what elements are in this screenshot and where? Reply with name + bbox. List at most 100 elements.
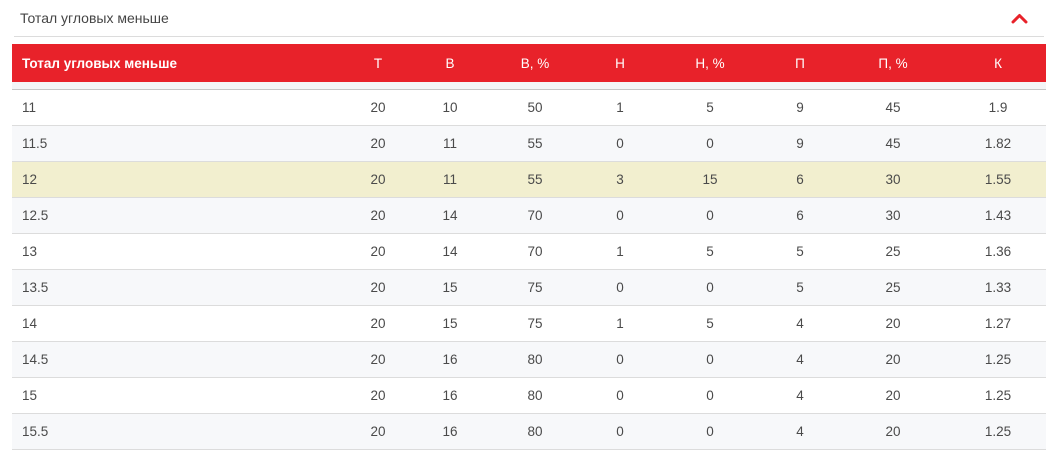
header-cell-p_pct: П, % [878,55,908,71]
cell-n_pct: 15 [702,172,718,187]
cell-v: 15 [442,316,458,331]
header-cell-v: В [445,55,455,71]
stats-table: Тотал угловых меньше Т В В, % Н Н, % П П, % К 11… [12,44,1046,450]
cell-v_pct: 80 [527,388,543,403]
cell-p_pct: 25 [885,280,901,295]
cell-v: 11 [442,136,457,151]
cell-p: 5 [796,280,804,295]
header-cell-n_pct: Н, % [695,55,725,71]
cell-v: 16 [442,352,458,367]
cell-n_pct: 5 [706,316,714,331]
cell-n: 1 [616,100,624,115]
cell-k: 1.43 [984,208,1012,223]
divider [14,36,1044,37]
cell-p_pct: 25 [885,244,901,259]
cell-p: 4 [796,352,804,367]
cell-v: 14 [442,244,458,259]
table-row[interactable]: 13 20 14 70 1 5 5 25 1.36 [12,234,1046,270]
cell-n: 0 [616,388,624,403]
cell-v: 15 [442,280,458,295]
header-cell-t: Т [373,55,383,71]
cell-v_pct: 70 [527,244,543,259]
cell-v: 14 [442,208,458,223]
cell-n_pct: 0 [706,136,714,151]
cell-k: 1.82 [984,136,1012,151]
cell-label: 15.5 [22,424,49,439]
cell-v_pct: 50 [527,100,543,115]
cell-t: 20 [370,424,386,439]
cell-n: 3 [616,172,624,187]
cell-v: 16 [442,424,458,439]
cell-p_pct: 20 [885,388,901,403]
header-cell-v_pct: В, % [520,55,550,71]
cell-p_pct: 20 [885,424,901,439]
cell-k: 1.25 [984,388,1012,403]
table-row[interactable]: 14 20 15 75 1 5 4 20 1.27 [12,306,1046,342]
partial-scrolled-row [12,82,1046,90]
cell-t: 20 [370,244,386,259]
cell-t: 20 [370,136,386,151]
table-row[interactable]: 13.5 20 15 75 0 0 5 25 1.33 [12,270,1046,306]
cell-n: 1 [616,316,624,331]
cell-k: 1.36 [984,244,1012,259]
cell-n_pct: 0 [706,388,714,403]
header-cell-label: Тотал угловых меньше [22,55,177,71]
cell-p_pct: 30 [885,172,901,187]
table-row[interactable]: 15.5 20 16 80 0 0 4 20 1.25 [12,414,1046,450]
cell-k: 1.25 [984,424,1012,439]
cell-n: 0 [616,136,624,151]
cell-n_pct: 0 [706,280,714,295]
cell-label: 13 [22,244,38,259]
section-header[interactable]: Тотал угловых меньше [0,0,1058,36]
cell-label: 11.5 [22,136,48,151]
table-row[interactable]: 12.5 20 14 70 0 0 6 30 1.43 [12,198,1046,234]
cell-p_pct: 20 [885,352,901,367]
cell-v_pct: 70 [527,208,543,223]
table-body: 11 20 10 50 1 5 9 45 1.9 11.5 20 11 55 0 0 9 45 1.82 12 20 1… [12,90,1046,450]
cell-p: 4 [796,388,804,403]
cell-k: 1.33 [984,280,1012,295]
cell-t: 20 [370,100,386,115]
table-row[interactable]: 14.5 20 16 80 0 0 4 20 1.25 [12,342,1046,378]
cell-v_pct: 75 [527,280,543,295]
cell-t: 20 [370,208,386,223]
table-header-row: Тотал угловых меньше Т В В, % Н Н, % П П, % К [12,44,1046,82]
cell-k: 1.25 [984,352,1012,367]
cell-v: 16 [442,388,458,403]
cell-v_pct: 55 [527,172,543,187]
cell-n: 0 [616,424,624,439]
cell-p_pct: 45 [885,136,901,151]
cell-p_pct: 20 [885,316,901,331]
cell-v_pct: 80 [527,352,543,367]
table-row[interactable]: 11 20 10 50 1 5 9 45 1.9 [12,90,1046,126]
cell-n_pct: 0 [706,424,714,439]
header-cell-p: П [795,55,805,71]
table-row[interactable]: 15 20 16 80 0 0 4 20 1.25 [12,378,1046,414]
cell-k: 1.9 [988,100,1008,115]
header-cell-n: Н [615,55,625,71]
cell-v_pct: 75 [527,316,543,331]
cell-n_pct: 5 [706,244,714,259]
cell-t: 20 [370,352,386,367]
table-row-selected[interactable]: 12 20 11 55 3 15 6 30 1.55 [12,162,1046,198]
cell-n: 0 [616,352,624,367]
cell-label: 12.5 [22,208,49,223]
header-cell-k: К [994,55,1002,71]
cell-p_pct: 45 [885,100,901,115]
cell-n_pct: 0 [706,352,714,367]
cell-v: 11 [442,172,457,187]
cell-k: 1.27 [984,316,1012,331]
cell-n: 1 [616,244,624,259]
section-title: Тотал угловых меньше [20,10,169,26]
cell-p: 6 [796,208,804,223]
cell-t: 20 [370,316,386,331]
cell-label: 11 [22,100,37,115]
chevron-up-icon[interactable] [1008,10,1030,26]
cell-v_pct: 55 [527,136,543,151]
cell-n_pct: 0 [706,208,714,223]
cell-k: 1.55 [984,172,1012,187]
table-row[interactable]: 11.5 20 11 55 0 0 9 45 1.82 [12,126,1046,162]
cell-p: 9 [796,100,804,115]
cell-label: 15 [22,388,38,403]
